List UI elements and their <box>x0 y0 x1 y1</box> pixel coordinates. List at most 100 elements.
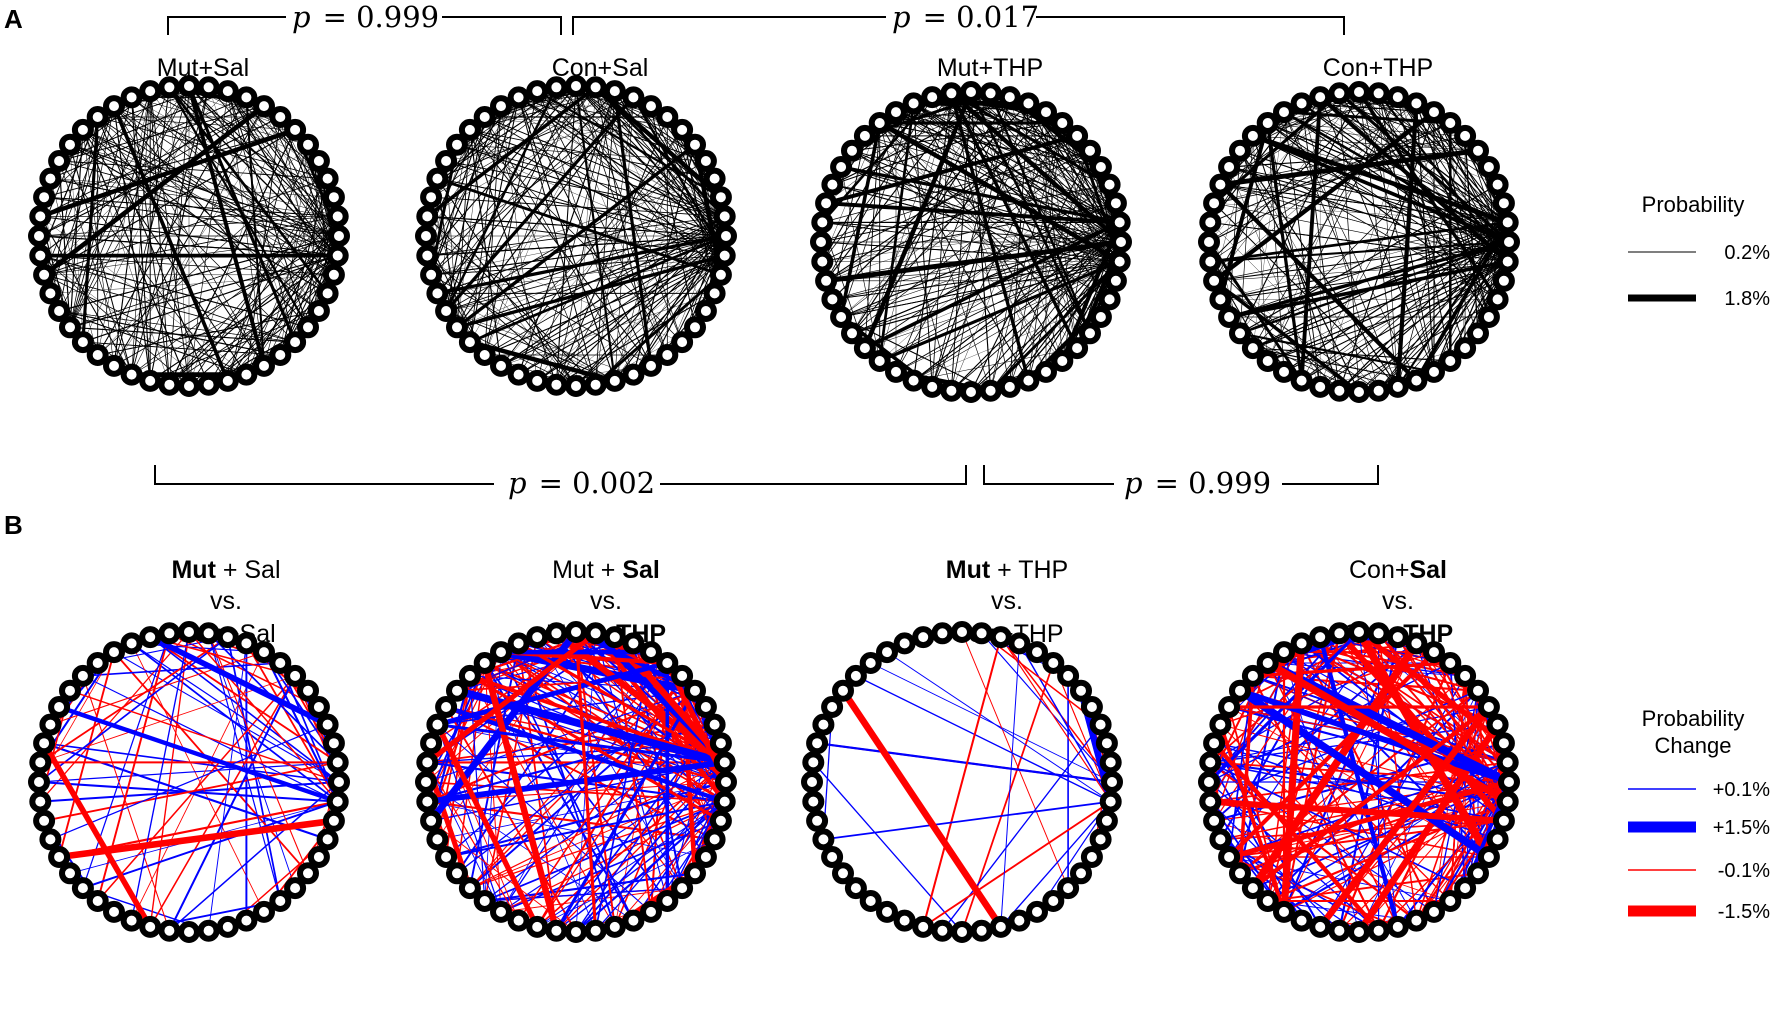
bracket-line-left <box>154 465 494 485</box>
network-edge <box>69 144 84 343</box>
network-edge <box>864 135 1063 362</box>
network-edge <box>427 97 519 256</box>
title-part: Sal <box>622 556 660 584</box>
network-node <box>416 244 439 267</box>
network-edge <box>427 216 577 387</box>
network-node <box>1209 173 1232 196</box>
network-node <box>656 344 679 366</box>
network-node <box>859 890 882 912</box>
network-edge-change <box>981 632 1113 783</box>
network-node <box>1008 909 1031 932</box>
network-node <box>565 75 587 97</box>
network-node <box>821 846 844 868</box>
network-node <box>71 118 94 141</box>
network-con-sal <box>415 75 737 397</box>
network-edge-change <box>1319 636 1509 764</box>
network-node <box>29 244 52 267</box>
network-edge <box>825 150 1091 282</box>
network-node <box>416 790 439 813</box>
network-edge <box>1009 150 1091 388</box>
network-node <box>197 919 220 942</box>
network-node <box>416 205 439 228</box>
network-edge-strong <box>1283 110 1451 125</box>
network-edge-change <box>149 631 190 927</box>
network-node <box>1328 919 1351 942</box>
network-node <box>1108 250 1131 273</box>
network-edge-change <box>595 781 727 932</box>
network-node <box>1080 846 1103 868</box>
network-node <box>802 751 825 774</box>
network-node <box>1218 306 1241 328</box>
legend-label-thick: 1.8% <box>1724 288 1770 310</box>
network-node <box>1198 771 1220 793</box>
network-node <box>1209 828 1232 851</box>
network-node <box>297 133 319 156</box>
network-edge-change-strong <box>1228 779 1510 860</box>
network-edge-change <box>922 800 1112 928</box>
network-node <box>297 862 319 885</box>
network-node <box>120 909 143 932</box>
network-node <box>1477 696 1500 718</box>
network-edge <box>895 111 1102 168</box>
network-node <box>1026 641 1048 664</box>
network-edge-change-strong <box>554 630 727 765</box>
network-node <box>28 771 50 793</box>
network-node <box>1486 288 1509 311</box>
network-node <box>951 621 973 643</box>
network-node <box>1066 337 1089 360</box>
network-node <box>426 167 449 190</box>
network-edge <box>50 178 334 198</box>
network-node <box>893 632 916 655</box>
network-node <box>810 231 832 253</box>
network-edge <box>931 122 1063 388</box>
network-node <box>640 900 662 923</box>
network-edge-change <box>1228 706 1285 913</box>
network-node <box>1423 900 1445 923</box>
network-node <box>1496 250 1519 273</box>
network-node <box>235 86 258 109</box>
network-node <box>253 95 275 118</box>
network-edge <box>500 215 726 367</box>
network-edge-strong <box>1213 92 1341 205</box>
network-edge <box>1214 261 1508 282</box>
network-node <box>1256 350 1279 372</box>
network-node <box>1496 751 1519 774</box>
network-edge-change-strong <box>1238 675 1255 874</box>
network-node <box>284 877 307 900</box>
network-node <box>1290 369 1313 392</box>
network-node <box>48 696 71 718</box>
network-node <box>458 331 481 354</box>
network-node <box>1057 877 1080 900</box>
network-node <box>316 282 339 305</box>
network-edge <box>1450 122 1466 349</box>
network-node <box>951 921 973 943</box>
network-edge <box>575 85 726 256</box>
network-edge-change <box>50 651 265 726</box>
network-edge-change <box>1213 632 1340 822</box>
network-node <box>1051 112 1074 134</box>
network-edge <box>69 144 340 237</box>
network-node <box>1367 82 1390 105</box>
network-mut-thp <box>810 81 1132 403</box>
network-edge <box>595 87 683 343</box>
network-edge <box>227 90 296 343</box>
network-title-mut-thp: Mut+THP <box>937 54 1043 82</box>
network-node <box>1099 790 1122 813</box>
p-value-label: p = 0.002 <box>508 466 655 500</box>
network-node <box>1241 337 1264 360</box>
network-edge <box>58 160 229 382</box>
network-node <box>970 919 993 942</box>
network-edge-change <box>130 631 190 921</box>
network-title-con-thp: Con+THP <box>1323 54 1433 82</box>
network-node <box>435 150 458 172</box>
network-node <box>1309 915 1332 938</box>
network-node <box>316 828 339 851</box>
network-node <box>912 626 935 649</box>
network-node <box>59 316 81 339</box>
network-node <box>1099 751 1122 774</box>
network-edge-strong <box>862 91 974 349</box>
network-edge-strong <box>878 103 915 362</box>
network-edge-change <box>1000 643 1020 927</box>
network-node <box>1496 211 1519 234</box>
